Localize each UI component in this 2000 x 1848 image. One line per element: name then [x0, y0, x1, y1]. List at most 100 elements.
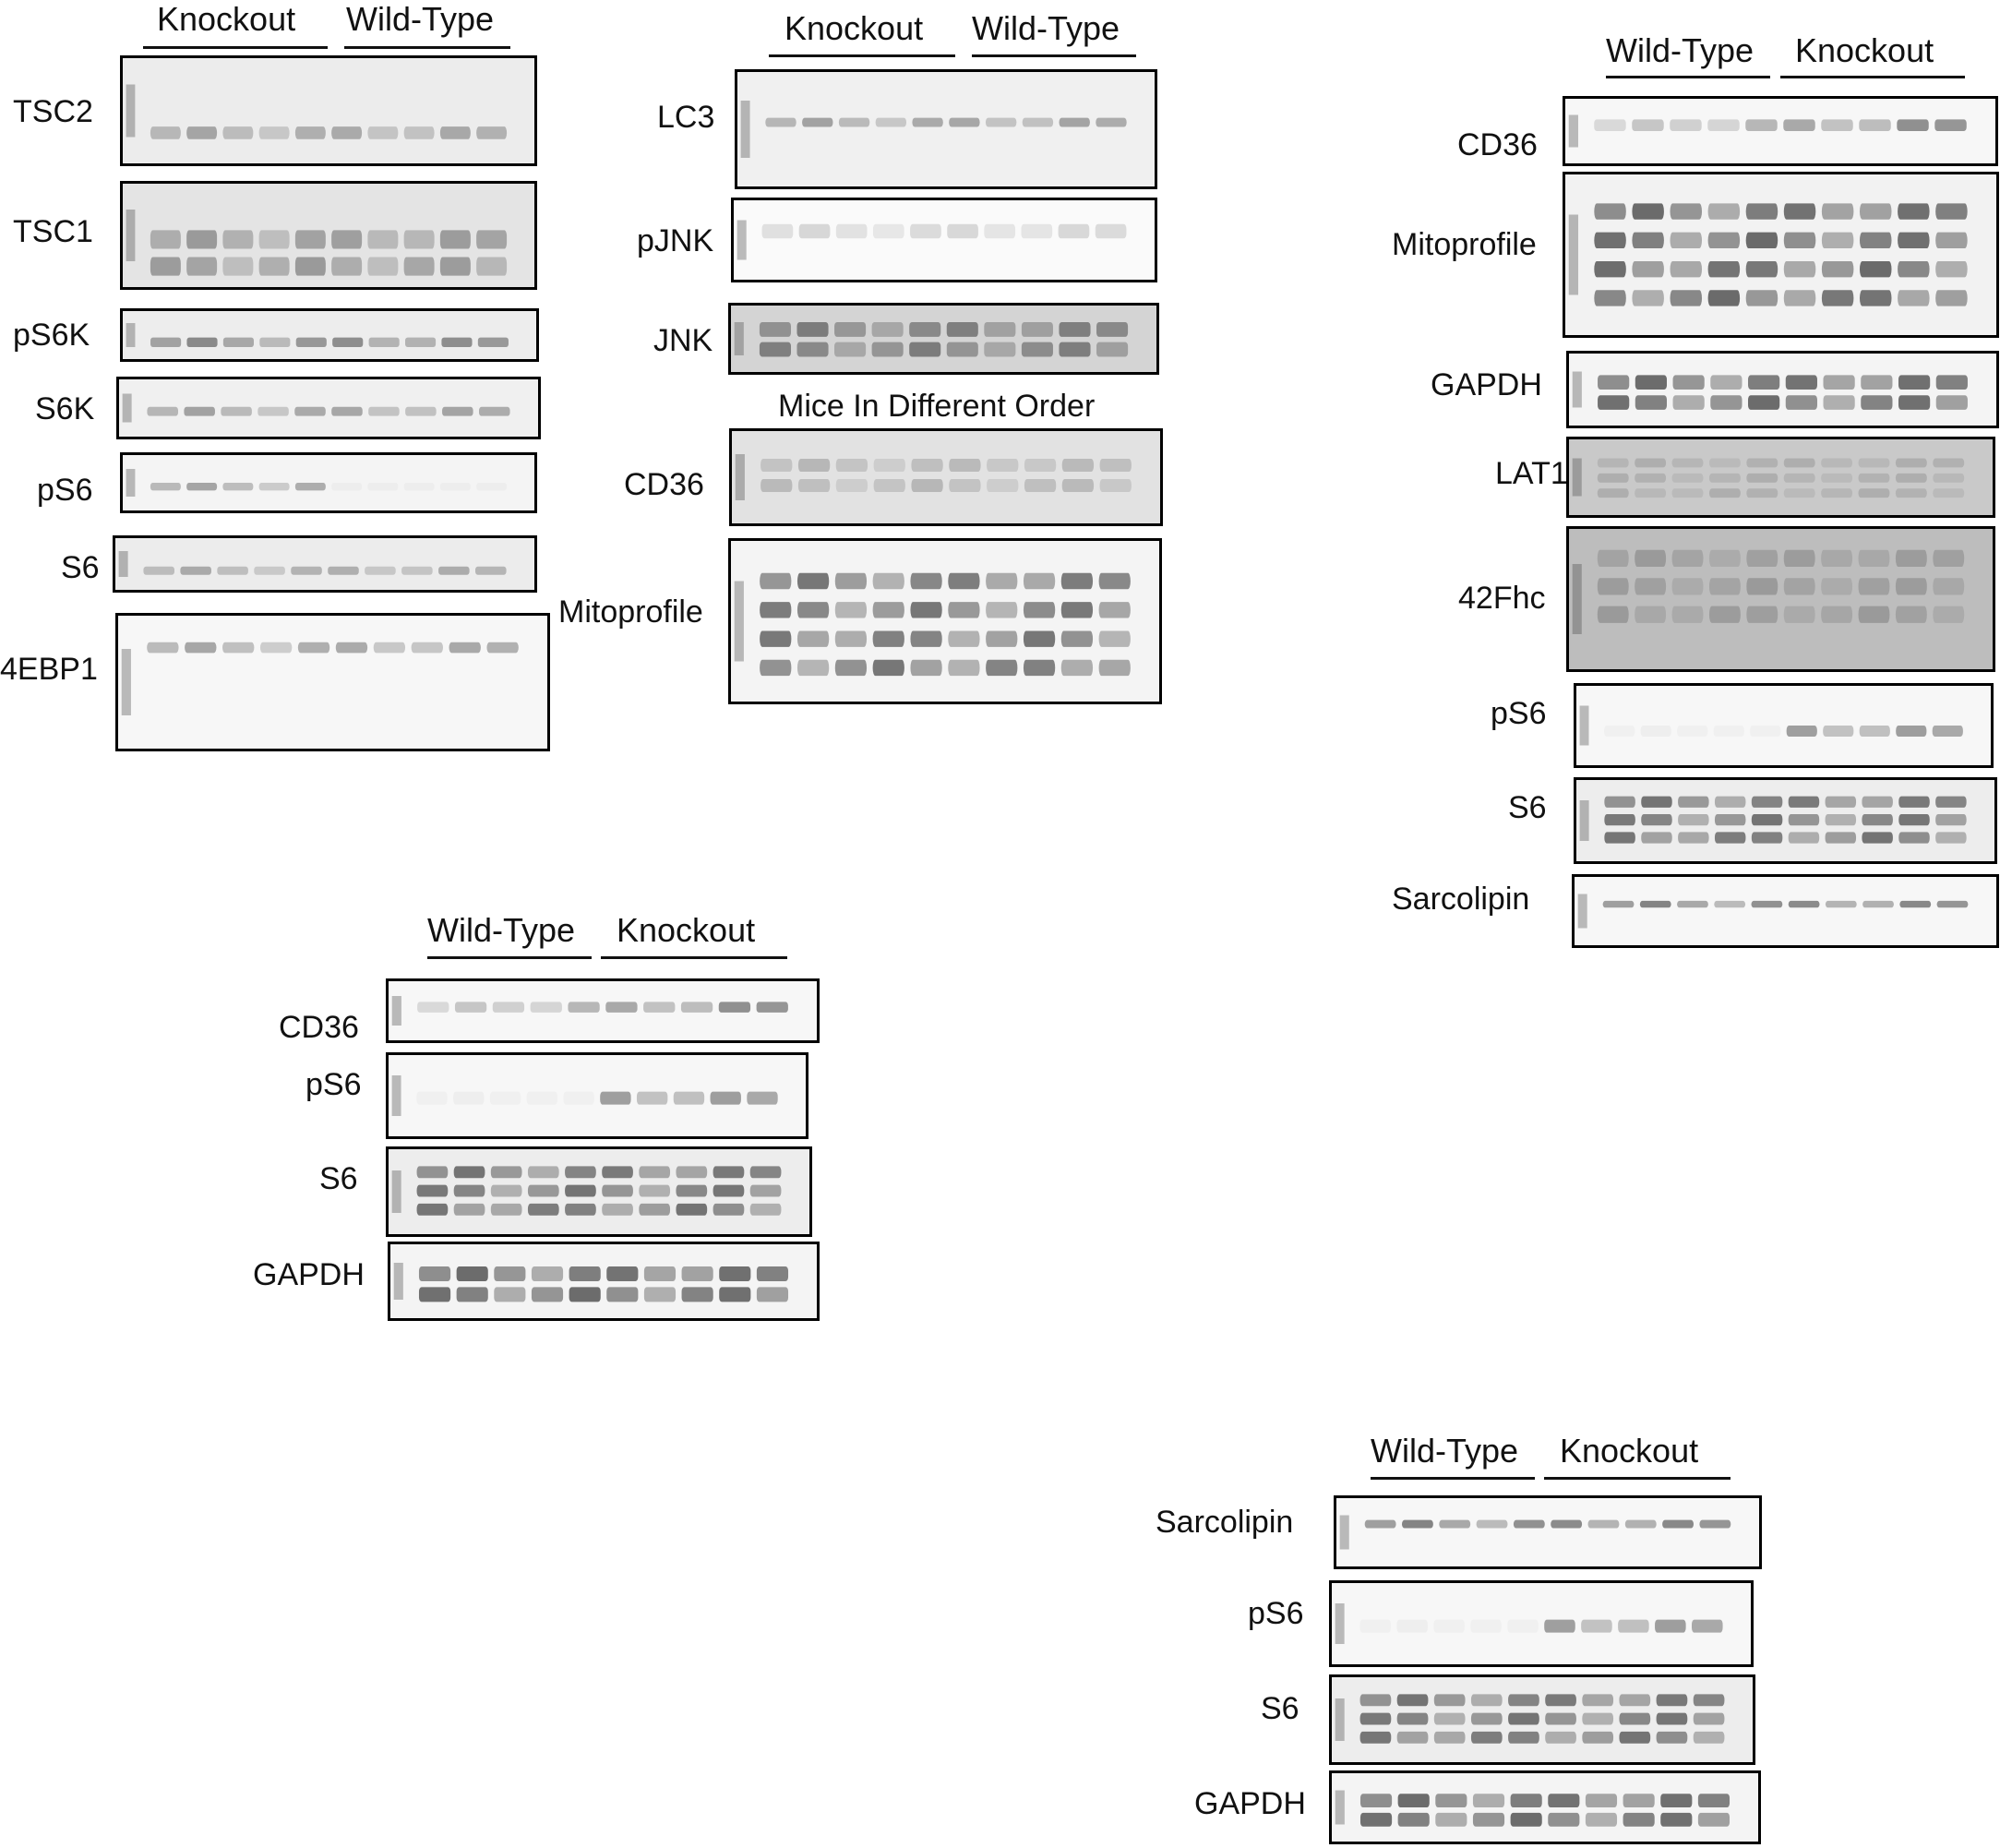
blot-cd36 — [386, 978, 820, 1043]
blot-bands — [123, 184, 534, 287]
group-underline — [427, 956, 592, 959]
blot-bands — [389, 981, 817, 1040]
blot-bands — [390, 1244, 817, 1318]
blot-bands — [1332, 1583, 1751, 1664]
blot-label-sarcolipin: Sarcolipin — [1156, 1505, 1294, 1540]
blot-label-tsc1: TSC1 — [13, 214, 93, 249]
blot-s6 — [1329, 1674, 1755, 1765]
blot-label-s6: S6 — [319, 1161, 358, 1196]
blot-label-ps6: pS6 — [305, 1067, 362, 1102]
blot-cd36 — [1563, 96, 1998, 166]
blot-ps6 — [1329, 1580, 1754, 1667]
blot-label-pjnk: pJNK — [637, 223, 714, 258]
blot-bands — [118, 616, 547, 749]
blot-bands — [123, 58, 534, 163]
blot-ps6k — [120, 308, 539, 362]
blot-lat1 — [1566, 437, 1995, 518]
blot-bands — [123, 455, 534, 510]
blot-tsc2 — [120, 55, 537, 166]
blot-bands — [389, 1149, 809, 1234]
blot-4ebp1 — [115, 613, 550, 751]
blot-bands — [1565, 174, 1996, 335]
group-label-knockout: Knockout — [784, 9, 924, 47]
blot-gapdh — [388, 1242, 820, 1321]
blot-label-42fhc: 42Fhc — [1458, 581, 1546, 616]
blot-jnk — [728, 303, 1159, 375]
blot-bands — [1569, 529, 1993, 669]
blot-gapdh — [1329, 1770, 1761, 1844]
blot-label-cd36: CD36 — [279, 1010, 359, 1045]
blot-ps6 — [386, 1052, 808, 1139]
blot-label-4ebp1: 4EBP1 — [0, 652, 98, 687]
blot-ps6 — [1574, 683, 1994, 768]
blot-label-s6: S6 — [1261, 1691, 1299, 1726]
group-underline — [1780, 76, 1965, 78]
blot-pjnk — [731, 198, 1157, 282]
panel-note: Mice In Different Order — [778, 389, 1096, 424]
blot-sarcolipin — [1572, 874, 1999, 948]
blot-bands — [123, 311, 536, 359]
blot-label-s6: S6 — [61, 550, 100, 585]
blot-bands — [1332, 1677, 1753, 1762]
blot-label-jnk: JNK — [653, 323, 713, 358]
blot-label-ps6: pS6 — [1491, 696, 1547, 731]
blot-bands — [1576, 780, 1994, 861]
blot-label-gapdh: GAPDH — [253, 1257, 365, 1292]
group-underline — [143, 46, 328, 49]
blot-bands — [1332, 1773, 1758, 1842]
blot-bands — [1565, 99, 1995, 163]
group-label-wild-type: Wild-Type — [346, 0, 495, 38]
blot-label-lat1: LAT1 — [1495, 456, 1568, 491]
blot-mitoprofile — [728, 538, 1162, 704]
blot-label-s6k: S6K — [35, 391, 95, 426]
blot-label-sarcolipin: Sarcolipin — [1392, 882, 1530, 917]
group-underline — [769, 54, 955, 57]
blot-bands — [731, 541, 1159, 702]
blot-bands — [1336, 1498, 1759, 1566]
blot-bands — [1575, 877, 1996, 945]
blot-bands — [1569, 439, 1993, 515]
blot-label-mitoprofile: Mitoprofile — [1392, 227, 1537, 262]
blot-bands — [734, 200, 1155, 280]
blot-bands — [737, 72, 1155, 186]
group-label-knockout: Knockout — [157, 0, 296, 38]
blot-bands — [389, 1055, 806, 1136]
blot-bands — [1569, 354, 1996, 426]
blot-label-lc3: LC3 — [657, 100, 715, 135]
blot-42fhc — [1566, 526, 1995, 672]
blot-label-ps6: pS6 — [37, 473, 93, 508]
blot-label-ps6: pS6 — [1248, 1596, 1304, 1631]
group-underline — [1371, 1477, 1535, 1480]
group-label-wild-type: Wild-Type — [1606, 31, 1754, 69]
blot-bands — [1576, 686, 1991, 765]
blot-mitoprofile — [1563, 172, 1999, 338]
blot-bands — [115, 538, 534, 590]
blot-s6 — [113, 535, 537, 593]
group-underline — [1606, 76, 1770, 78]
blot-label-mitoprofile: Mitoprofile — [558, 594, 703, 630]
blot-label-gapdh: GAPDH — [1431, 367, 1542, 402]
blot-bands — [119, 379, 538, 437]
blot-s6k — [116, 377, 541, 439]
blot-s6 — [1574, 777, 1997, 864]
blot-label-gapdh: GAPDH — [1194, 1786, 1306, 1821]
group-label-knockout: Knockout — [617, 911, 756, 949]
blot-ps6 — [120, 452, 537, 513]
group-underline — [972, 54, 1136, 57]
blot-tsc1 — [120, 181, 537, 290]
group-label-knockout: Knockout — [1560, 1432, 1699, 1470]
blot-bands — [731, 306, 1156, 372]
group-label-wild-type: Wild-Type — [1371, 1432, 1519, 1470]
blot-label-cd36: CD36 — [624, 467, 704, 502]
blot-sarcolipin — [1334, 1495, 1762, 1569]
blot-label-ps6k: pS6K — [13, 318, 90, 353]
blot-lc3 — [735, 69, 1157, 189]
blot-label-cd36: CD36 — [1457, 127, 1538, 162]
blot-label-tsc2: TSC2 — [13, 94, 93, 129]
group-label-wild-type: Wild-Type — [972, 9, 1120, 47]
blot-gapdh — [1566, 351, 1999, 428]
group-underline — [344, 46, 510, 49]
group-label-knockout: Knockout — [1795, 31, 1934, 69]
blot-cd36 — [729, 428, 1163, 526]
blot-bands — [732, 431, 1160, 523]
